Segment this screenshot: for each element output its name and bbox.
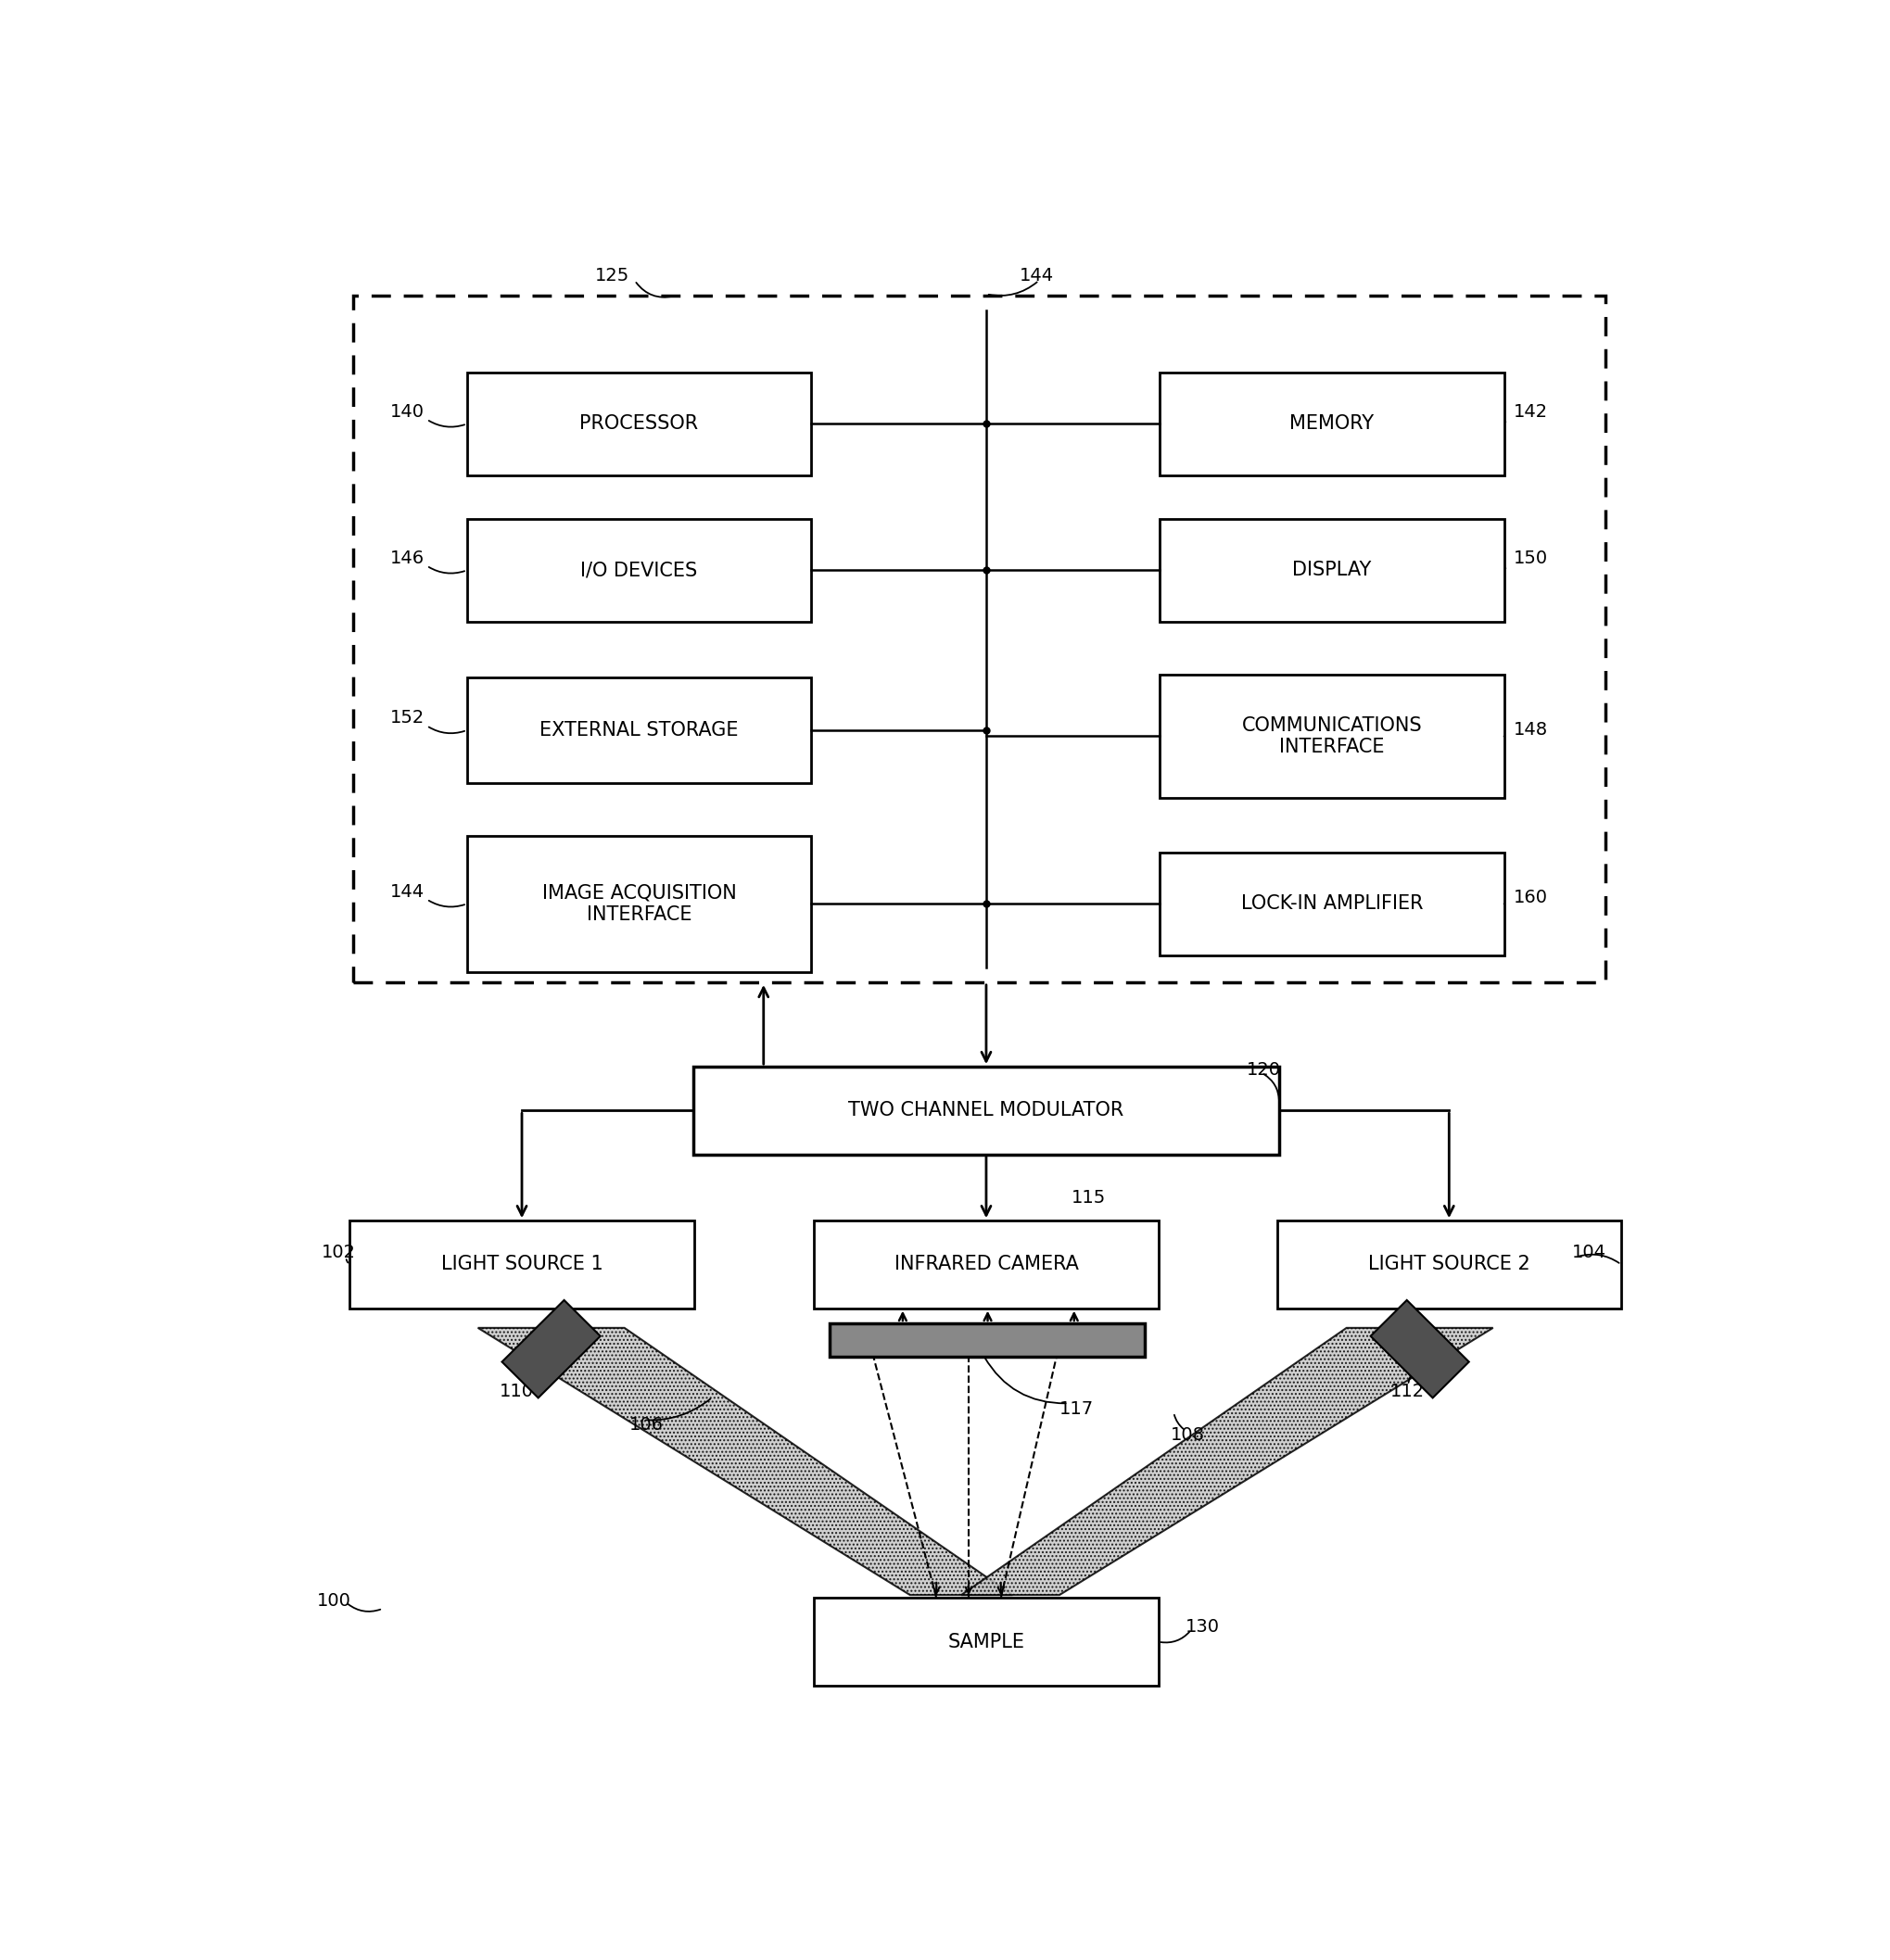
Text: COMMUNICATIONS
INTERFACE: COMMUNICATIONS INTERFACE	[1242, 715, 1421, 757]
FancyBboxPatch shape	[1278, 1221, 1622, 1307]
Text: 115: 115	[1072, 1190, 1106, 1207]
Text: 125: 125	[595, 267, 629, 284]
FancyBboxPatch shape	[815, 1221, 1159, 1307]
Text: 142: 142	[1514, 404, 1548, 421]
FancyBboxPatch shape	[467, 835, 811, 972]
Text: 110: 110	[499, 1382, 535, 1399]
Text: 104: 104	[1572, 1243, 1606, 1260]
Text: PROCESSOR: PROCESSOR	[580, 416, 699, 433]
FancyBboxPatch shape	[350, 1221, 694, 1307]
Text: 112: 112	[1391, 1382, 1425, 1399]
FancyBboxPatch shape	[1160, 372, 1504, 474]
Polygon shape	[478, 1327, 1013, 1595]
Text: 117: 117	[1060, 1401, 1094, 1419]
Text: 150: 150	[1514, 549, 1548, 566]
Text: 144: 144	[1021, 267, 1055, 284]
Text: 160: 160	[1514, 890, 1548, 907]
Text: MEMORY: MEMORY	[1289, 416, 1374, 433]
Text: LIGHT SOURCE 2: LIGHT SOURCE 2	[1368, 1254, 1531, 1274]
Text: SAMPLE: SAMPLE	[947, 1633, 1024, 1650]
Text: LOCK-IN AMPLIFIER: LOCK-IN AMPLIFIER	[1242, 894, 1423, 913]
Text: 130: 130	[1185, 1617, 1219, 1635]
Text: I/O DEVICES: I/O DEVICES	[580, 561, 697, 580]
FancyBboxPatch shape	[1160, 674, 1504, 798]
FancyBboxPatch shape	[467, 519, 811, 621]
Polygon shape	[1370, 1299, 1469, 1397]
Text: 120: 120	[1247, 1060, 1281, 1078]
Text: LIGHT SOURCE 1: LIGHT SOURCE 1	[440, 1254, 603, 1274]
FancyBboxPatch shape	[467, 678, 811, 784]
FancyBboxPatch shape	[1160, 519, 1504, 621]
Text: 140: 140	[389, 404, 425, 421]
FancyBboxPatch shape	[830, 1323, 1145, 1356]
FancyBboxPatch shape	[467, 372, 811, 474]
FancyBboxPatch shape	[815, 1597, 1159, 1686]
Polygon shape	[962, 1327, 1493, 1595]
Text: INFRARED CAMERA: INFRARED CAMERA	[894, 1254, 1079, 1274]
Text: 144: 144	[389, 882, 425, 900]
Text: 146: 146	[389, 549, 425, 566]
FancyBboxPatch shape	[1160, 853, 1504, 955]
Polygon shape	[503, 1299, 601, 1397]
Text: 100: 100	[318, 1592, 352, 1609]
Text: 102: 102	[321, 1243, 355, 1260]
Text: 152: 152	[389, 710, 425, 727]
Text: 108: 108	[1170, 1427, 1206, 1445]
Text: TWO CHANNEL MODULATOR: TWO CHANNEL MODULATOR	[849, 1102, 1125, 1119]
Text: IMAGE ACQUISITION
INTERFACE: IMAGE ACQUISITION INTERFACE	[542, 884, 737, 923]
Text: 106: 106	[629, 1415, 663, 1433]
Text: DISPLAY: DISPLAY	[1293, 561, 1372, 580]
Text: 148: 148	[1514, 721, 1548, 739]
Text: EXTERNAL STORAGE: EXTERNAL STORAGE	[541, 721, 739, 739]
FancyBboxPatch shape	[694, 1066, 1280, 1154]
